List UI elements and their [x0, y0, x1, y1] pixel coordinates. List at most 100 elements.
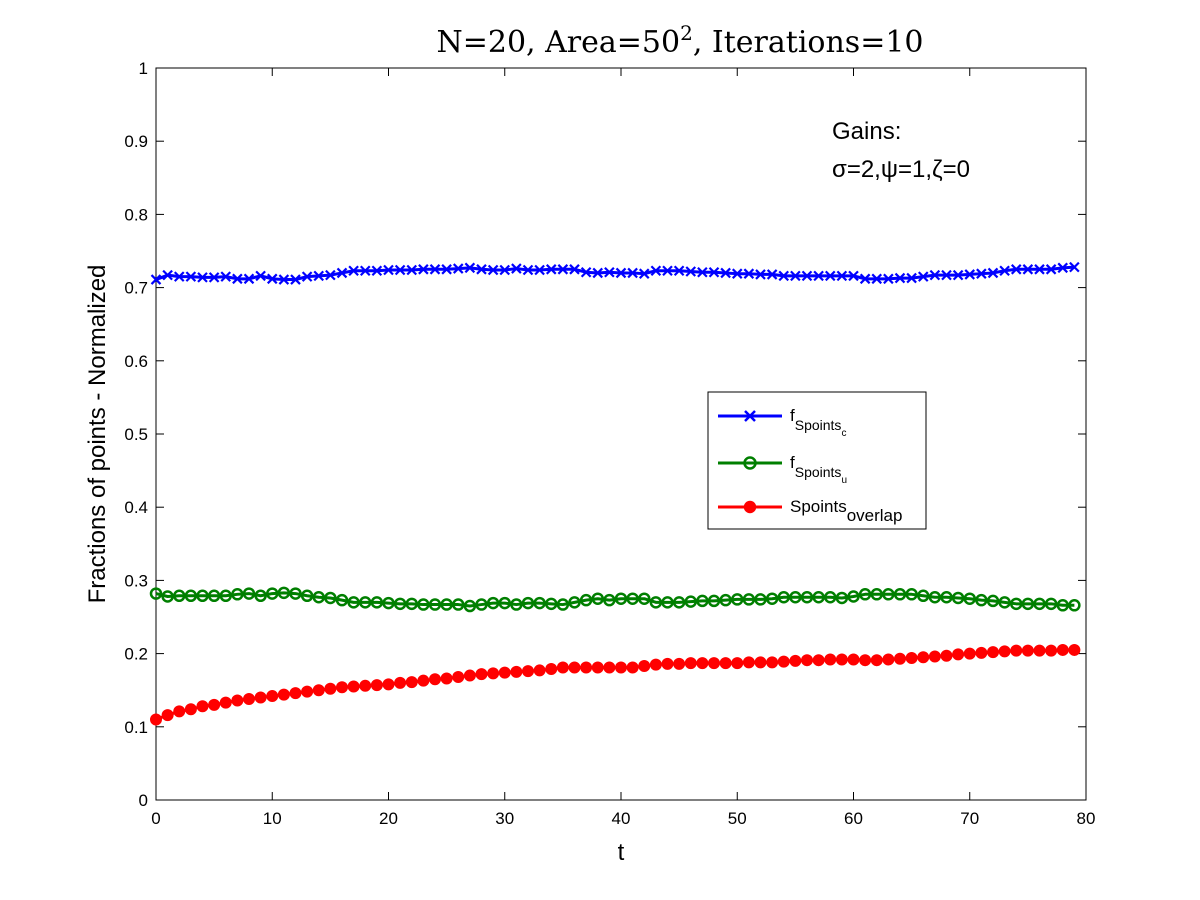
data-point	[533, 596, 546, 610]
data-point	[487, 667, 500, 680]
data-point	[1056, 643, 1069, 656]
data-point	[789, 590, 802, 604]
data-point	[592, 267, 604, 279]
gains-annotation-title: Gains:	[832, 118, 901, 145]
data-point	[952, 648, 965, 661]
data-point	[289, 687, 302, 700]
data-point	[452, 671, 465, 684]
data-point	[383, 264, 394, 276]
data-point	[987, 267, 999, 279]
data-point	[626, 661, 639, 674]
legend-label-spoints-u: fSpointsu	[790, 453, 847, 486]
data-point	[510, 665, 523, 678]
data-point	[406, 264, 418, 276]
x-tick-label: 70	[960, 809, 979, 828]
data-point	[824, 653, 837, 666]
legend-label-spoints-u-subsub: u	[841, 475, 847, 486]
data-point	[1069, 261, 1080, 273]
data-point	[742, 656, 755, 669]
data-point	[778, 270, 790, 282]
data-point	[1021, 644, 1034, 657]
legend-label-spoints-c-main: f	[790, 406, 795, 425]
data-point	[685, 266, 697, 277]
data-point	[149, 587, 163, 600]
x-tick-label: 10	[263, 809, 282, 828]
plot-area	[155, 67, 1087, 801]
data-point	[824, 590, 837, 604]
data-point	[777, 590, 790, 604]
series-layer	[149, 261, 1081, 726]
data-point	[649, 596, 663, 609]
data-point	[882, 653, 895, 666]
data-point	[870, 654, 883, 667]
data-point	[614, 592, 628, 605]
data-point	[905, 588, 918, 601]
data-point	[196, 700, 209, 713]
data-point	[534, 264, 545, 276]
data-point	[242, 587, 256, 600]
data-point	[394, 676, 407, 689]
data-point	[312, 684, 325, 697]
legend-entry-spoints-overlap: Spointsoverlap	[718, 497, 902, 525]
data-point	[951, 591, 965, 605]
data-point	[476, 264, 487, 275]
data-point	[371, 265, 383, 277]
data-point	[440, 598, 453, 611]
y-tick-label: 0.1	[124, 718, 148, 737]
data-point	[475, 598, 488, 611]
data-point	[185, 271, 197, 282]
data-point	[1045, 644, 1058, 657]
data-point	[591, 661, 604, 674]
data-point	[684, 657, 697, 670]
data-point	[882, 588, 895, 601]
data-point	[568, 661, 581, 674]
data-point	[277, 688, 290, 701]
data-point	[556, 598, 570, 611]
series-spoints-u	[149, 586, 1081, 613]
data-point	[673, 265, 685, 277]
data-point	[859, 654, 872, 667]
data-point	[719, 657, 732, 670]
data-point	[638, 268, 650, 279]
data-point	[720, 267, 731, 279]
data-point	[917, 589, 930, 603]
data-point	[499, 264, 511, 276]
data-point	[428, 598, 442, 611]
y-axis-title: Fractions of points - Normalized	[84, 265, 111, 604]
data-point	[824, 270, 836, 282]
data-point	[800, 590, 814, 604]
data-point	[754, 656, 767, 669]
legend-marker-spoints-overlap	[743, 500, 757, 514]
data-point	[813, 270, 824, 282]
data-point	[661, 596, 674, 609]
legend-label-spoints-overlap-main: Spoints	[790, 497, 847, 516]
data-point	[661, 657, 674, 670]
data-point	[335, 593, 349, 607]
data-point	[196, 589, 209, 603]
data-point	[742, 593, 756, 606]
data-point	[243, 692, 255, 705]
data-point	[569, 264, 580, 275]
data-point	[626, 592, 639, 605]
data-point	[777, 655, 790, 668]
data-point	[755, 269, 766, 280]
data-point	[487, 264, 499, 276]
data-point	[836, 270, 848, 282]
data-point	[254, 589, 267, 603]
data-point	[359, 596, 372, 609]
data-point	[615, 661, 627, 674]
data-point	[429, 264, 441, 275]
data-point	[545, 264, 557, 275]
data-point	[580, 661, 593, 674]
data-point	[348, 265, 359, 277]
data-point	[347, 596, 360, 609]
data-point	[184, 703, 197, 716]
legend-marker-spoints-u	[743, 456, 757, 470]
data-point	[941, 269, 952, 281]
data-point	[1021, 597, 1035, 611]
data-point	[417, 598, 430, 611]
data-point	[452, 263, 464, 274]
data-point	[765, 592, 779, 605]
data-point	[324, 591, 337, 605]
data-point	[766, 656, 779, 669]
